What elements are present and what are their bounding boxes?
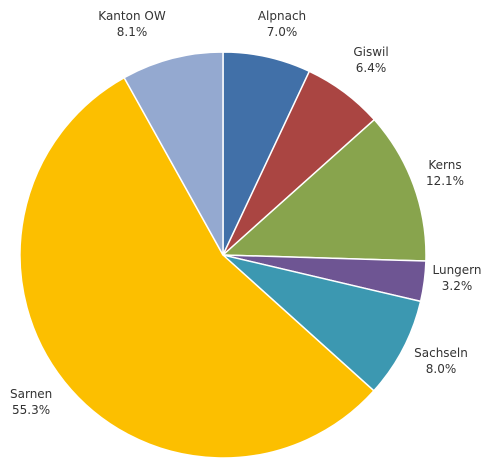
slice-label-kanton-ow: Kanton OW [98, 9, 166, 23]
slice-label-giswil: Giswil [353, 45, 388, 59]
slice-percent-lungern: 3.2% [442, 279, 473, 293]
slice-percent-sachseln: 8.0% [426, 362, 457, 376]
slice-label-alpnach: Alpnach [258, 9, 306, 23]
slice-label-kerns: Kerns [428, 158, 461, 172]
slice-label-sarnen: Sarnen [10, 387, 52, 401]
pie-slice-kerns [222, 118, 427, 262]
pie-slice-sachseln [222, 254, 422, 392]
slice-percent-giswil: 6.4% [356, 61, 387, 75]
pie-labels: Alpnach 7.0% Giswil 6.4% Kerns 12.1% Lungern 3.… [10, 9, 482, 417]
slice-label-lungern: Lungern [432, 263, 481, 277]
slice-percent-kerns: 12.1% [426, 174, 464, 188]
pie-slice-sarnen [19, 76, 375, 459]
slice-percent-alpnach: 7.0% [267, 25, 298, 39]
pie-slice-kanton-ow [123, 51, 224, 256]
slice-percent-kanton-ow: 8.1% [117, 25, 148, 39]
slice-percent-sarnen: 55.3% [12, 403, 50, 417]
slice-label-sachseln: Sachseln [414, 346, 468, 360]
pie-slices [19, 51, 427, 459]
